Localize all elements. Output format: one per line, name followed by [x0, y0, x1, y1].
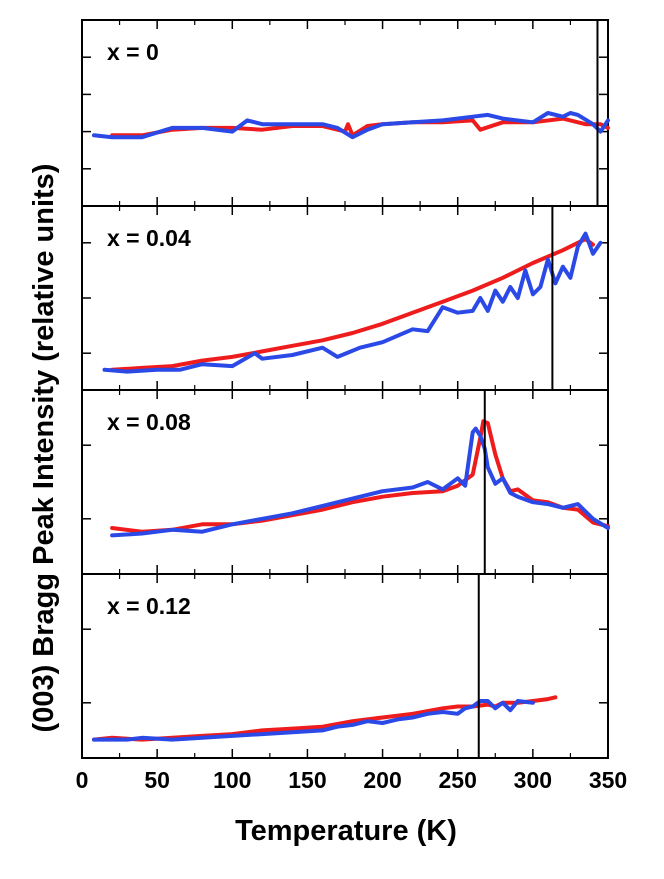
series-line-blue	[102, 231, 603, 374]
series-line-blue	[92, 699, 535, 742]
panel-2: x = 0.08	[81, 389, 610, 575]
panel-1: x = 0.04	[81, 205, 609, 391]
x-tick-label: 100	[213, 767, 251, 793]
x-axis-title: Temperature (K)	[235, 815, 457, 847]
panel-label: x = 0.12	[107, 593, 191, 619]
series-line-blue	[110, 426, 610, 538]
series-line-blue	[92, 111, 610, 140]
y-axis-title: (003) Bragg Peak Intensity (relative uni…	[28, 164, 60, 733]
x-tick-label: 350	[589, 767, 627, 793]
panel-frame	[81, 19, 609, 207]
panel-0: x = 0	[81, 19, 610, 207]
panel-label: x = 0	[107, 39, 159, 65]
x-tick-label: 250	[439, 767, 477, 793]
series-line-red	[110, 237, 595, 372]
panel-label: x = 0.04	[107, 225, 191, 251]
series-line-red	[110, 116, 610, 138]
series-line-red	[110, 419, 610, 534]
x-tick-label: 0	[76, 767, 89, 793]
panel-3: x = 0.12	[81, 573, 609, 759]
x-axis: 0 50 100 150 200 250 300 350	[76, 767, 628, 793]
x-tick-label: 300	[514, 767, 552, 793]
x-tick-label: 150	[288, 767, 326, 793]
x-tick-label: 50	[144, 767, 170, 793]
x-tick-label: 200	[363, 767, 401, 793]
panels-layer: x = 0 x = 0.04 x = 0.08 x = 0.12	[81, 19, 610, 759]
panel-label: x = 0.08	[107, 409, 191, 435]
series-line-red	[92, 695, 558, 742]
